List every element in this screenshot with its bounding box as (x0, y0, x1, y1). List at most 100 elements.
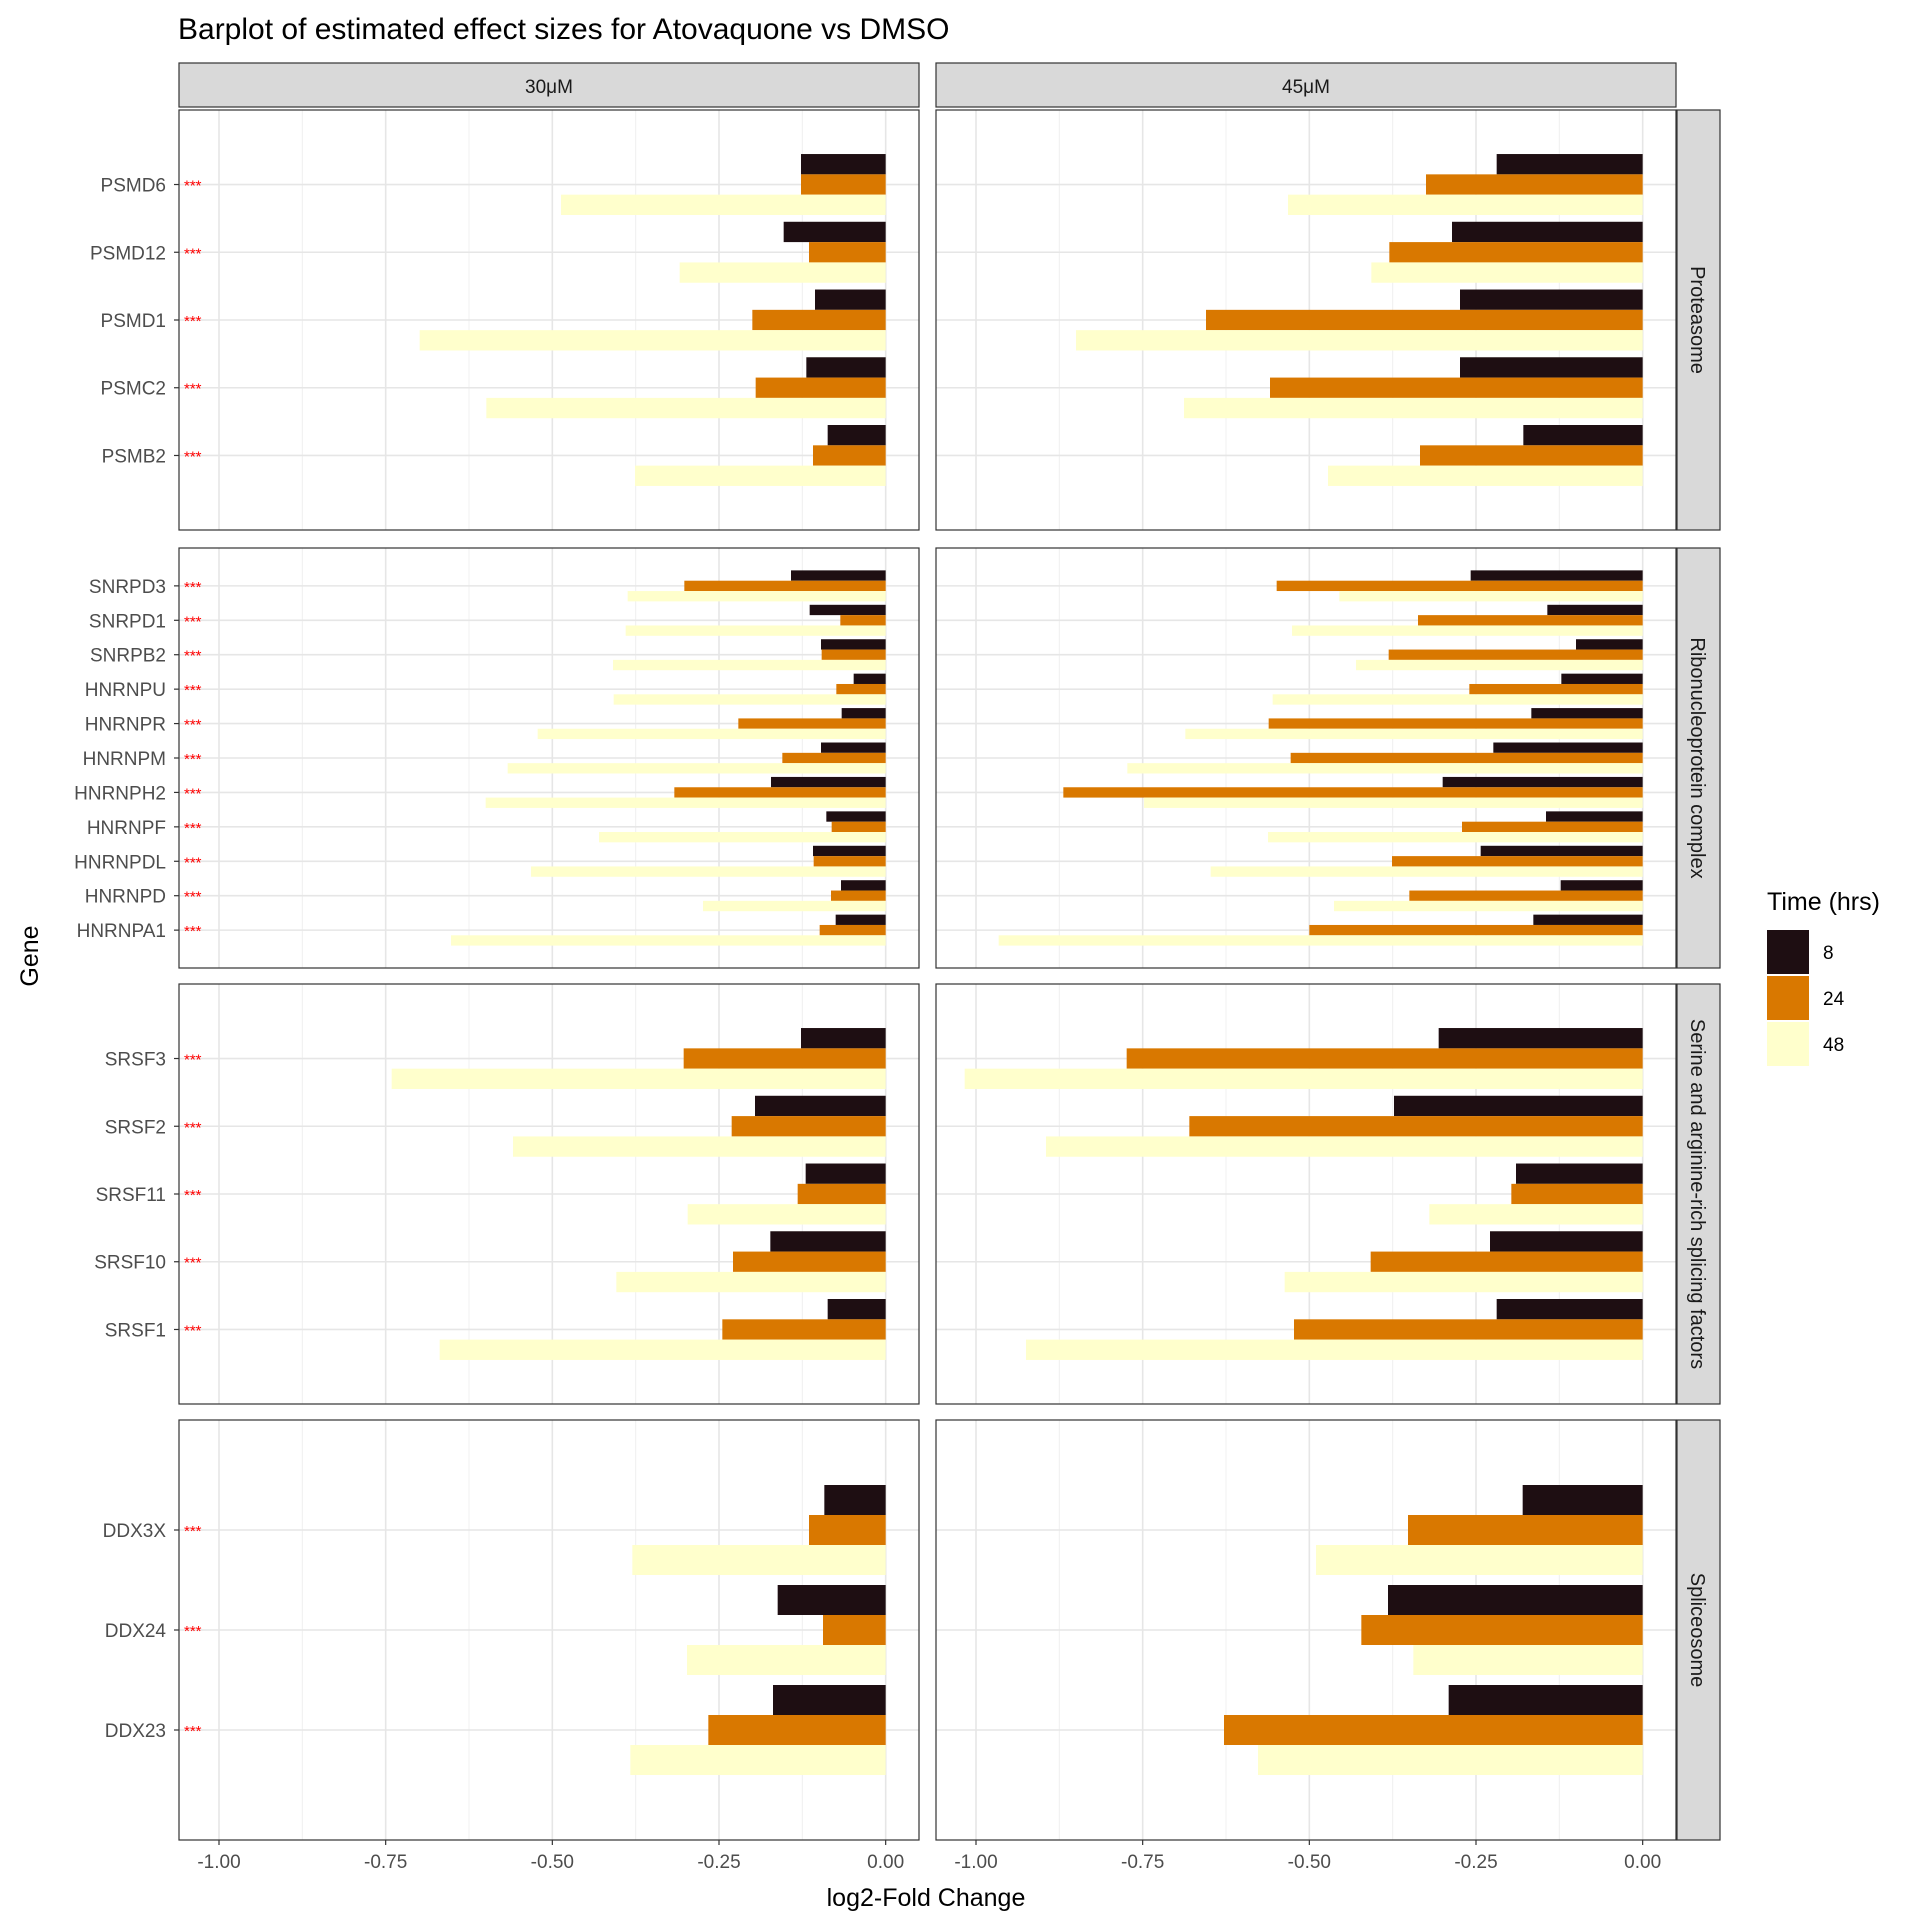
y-tick-label: SRSF10 (94, 1253, 166, 1274)
bar (1392, 856, 1643, 867)
bar (1448, 1685, 1643, 1715)
panel-border (935, 983, 1677, 1405)
bar (708, 1715, 886, 1745)
bar (755, 377, 886, 398)
bar (1184, 397, 1643, 419)
bar (616, 1271, 886, 1293)
bar (1292, 625, 1643, 636)
facet-panel (935, 1419, 1677, 1841)
bar (964, 1068, 1643, 1089)
bar (1370, 1251, 1643, 1272)
bar (486, 397, 886, 419)
significance-marker: *** (184, 1322, 202, 1339)
significance-marker: *** (184, 448, 202, 465)
y-axis-title: Gene (16, 925, 44, 986)
bar (1409, 890, 1643, 901)
significance-marker: *** (184, 613, 202, 630)
y-tick-label: PSMC2 (101, 379, 166, 400)
bar (809, 1515, 886, 1545)
legend-label: 48 (1823, 1035, 1844, 1056)
bar (791, 570, 886, 581)
bar (805, 1163, 886, 1184)
significance-marker: *** (184, 178, 202, 195)
bar (1531, 708, 1643, 719)
bar (419, 330, 886, 351)
panel-border (935, 547, 1677, 969)
bar (1126, 1048, 1643, 1069)
bar (1576, 639, 1643, 650)
bar (1452, 221, 1643, 243)
legend-label: 8 (1823, 943, 1834, 964)
bar (1426, 174, 1643, 195)
bar (813, 445, 886, 466)
bar (815, 289, 886, 310)
bar (831, 821, 886, 833)
bar (703, 900, 886, 912)
significance-marker: *** (184, 1723, 202, 1740)
bar (722, 1319, 886, 1340)
row-strip (1676, 109, 1721, 531)
bar (1388, 649, 1643, 660)
bar (1189, 1116, 1643, 1137)
bar (806, 357, 886, 378)
bar (1442, 776, 1643, 788)
bar (1493, 742, 1643, 753)
bar (1470, 570, 1643, 581)
bar (1309, 924, 1643, 936)
bar (1516, 1163, 1643, 1184)
significance-marker: *** (184, 1052, 202, 1069)
legend-swatch (1767, 976, 1809, 1020)
bar (1144, 797, 1643, 808)
y-tick-label: PSMD1 (101, 311, 166, 332)
x-tick-label: -0.25 (1454, 1852, 1497, 1873)
bar (1026, 1339, 1643, 1360)
significance-marker: *** (184, 245, 202, 262)
significance-marker: *** (184, 854, 202, 871)
bar (771, 776, 886, 788)
bar (777, 1585, 886, 1615)
bar (1328, 465, 1643, 486)
bar (599, 832, 886, 843)
y-tick-label: PSMB2 (102, 446, 166, 467)
bar (1334, 900, 1643, 912)
x-tick-label: -1.00 (954, 1852, 997, 1873)
bar (1224, 1715, 1643, 1745)
significance-marker: *** (184, 648, 202, 665)
significance-marker: *** (184, 820, 202, 837)
bar (1294, 1319, 1643, 1340)
y-tick-label: HNRNPA1 (77, 921, 166, 942)
bar (679, 262, 886, 283)
bar (531, 866, 886, 877)
bar (823, 1615, 886, 1645)
y-tick-label: HNRNPDL (74, 852, 166, 873)
significance-marker: *** (184, 717, 202, 734)
bar (1270, 377, 1643, 398)
bar (613, 659, 886, 671)
y-tick-label: PSMD6 (101, 176, 166, 197)
bar (773, 1685, 886, 1715)
y-tick-label: SRSF11 (96, 1185, 166, 1206)
significance-marker: *** (184, 751, 202, 768)
bar (1561, 673, 1643, 684)
bar (782, 752, 886, 764)
legend: Time (hrs) 8 24 48 (1767, 888, 1880, 1066)
bar (391, 1068, 886, 1089)
bar (1076, 330, 1643, 351)
significance-marker: *** (184, 785, 202, 802)
bar (1210, 866, 1643, 877)
bar (1339, 591, 1643, 602)
bar (1511, 1183, 1643, 1205)
bar (826, 811, 886, 822)
row-strip-label: Proteasome (1686, 266, 1708, 374)
bar (683, 1048, 886, 1069)
column-strip (935, 62, 1677, 108)
bar (1356, 659, 1643, 671)
y-tick-label: SRSF1 (105, 1320, 166, 1341)
bar (635, 465, 886, 486)
bar (537, 728, 886, 740)
bar (1418, 615, 1643, 626)
bar (507, 763, 886, 774)
bar (1522, 1485, 1643, 1515)
bar (687, 1645, 886, 1675)
